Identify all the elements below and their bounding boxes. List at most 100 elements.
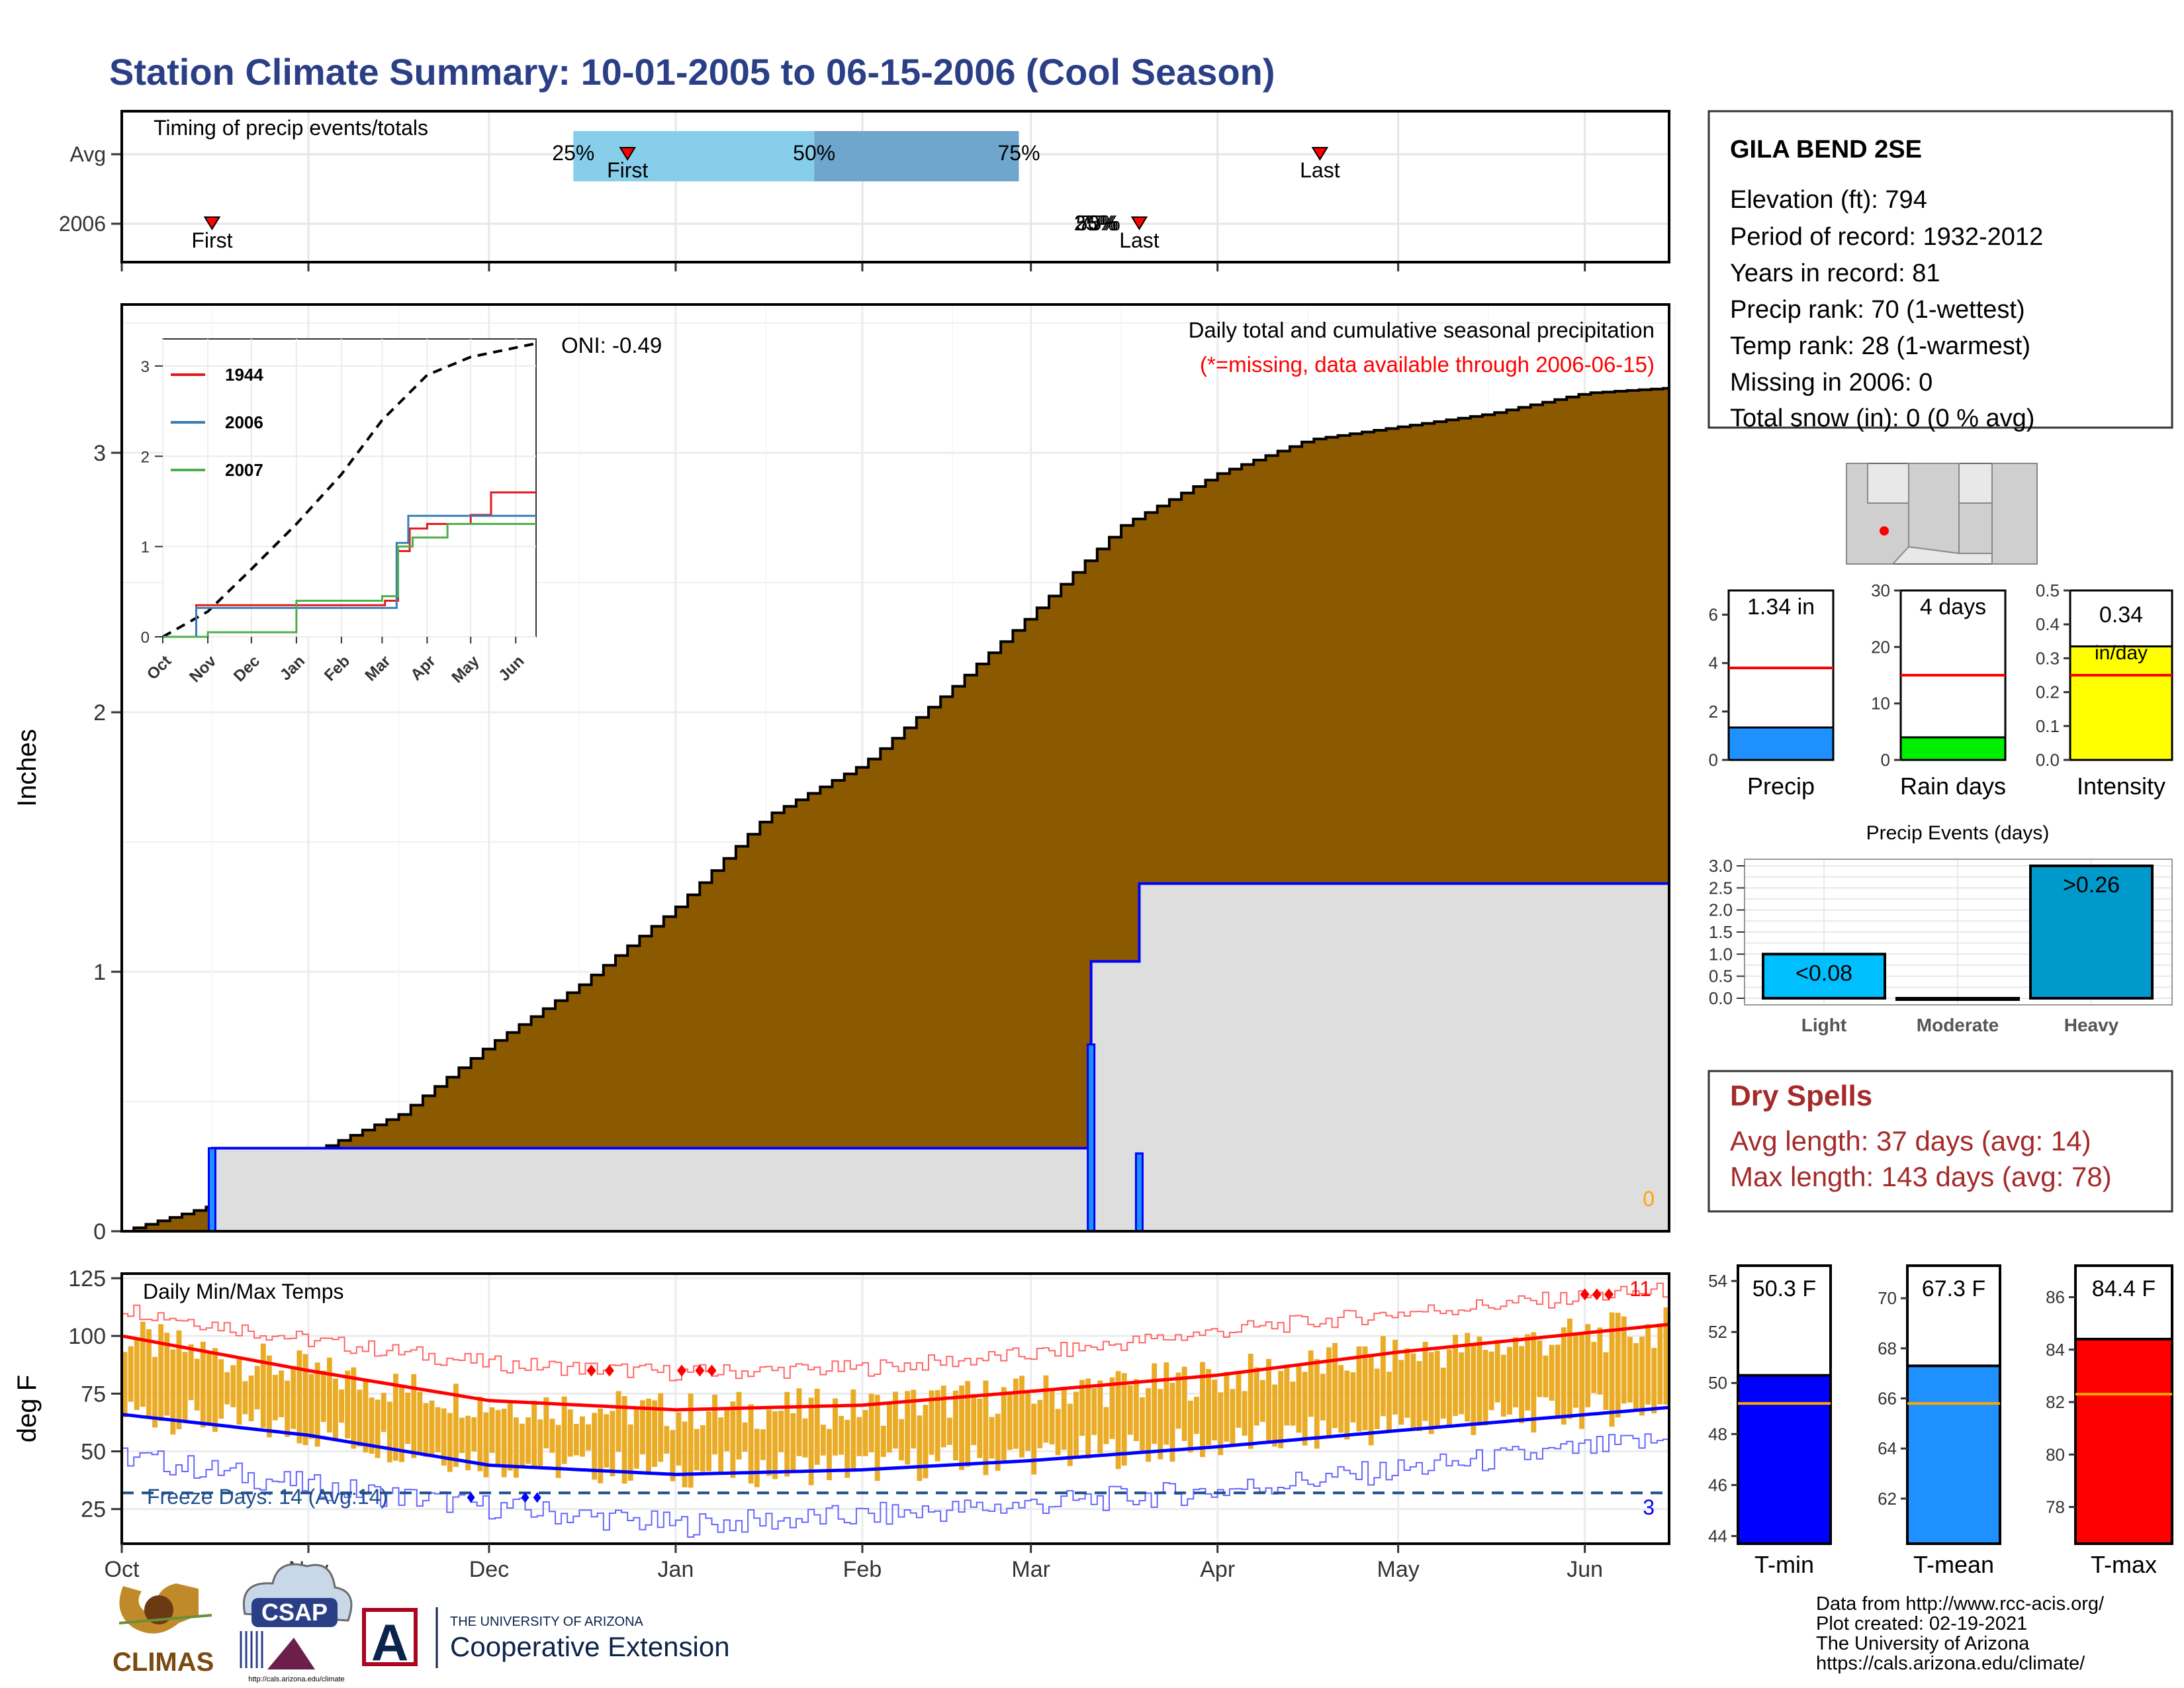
temp-x-tick-label: Jan [658,1557,694,1582]
tbar-y-tick-label: 66 [1878,1389,1897,1409]
temp-range-bar [351,1367,357,1449]
temp-range-bar [905,1391,911,1465]
temp-range-bar [760,1429,766,1460]
temp-range-bar [291,1366,296,1429]
temp-range-bar [1326,1347,1332,1438]
temp-range-bar [134,1338,140,1411]
temp-range-bar [1175,1372,1181,1429]
temp-range-bar [543,1397,549,1449]
events-x-tick-label: Moderate [1917,1015,1999,1035]
temp-range-bar [1555,1344,1561,1419]
temp-range-bar [893,1391,898,1449]
temp-x-tick-label: May [1377,1557,1420,1582]
temp-range-bar [886,1402,892,1453]
temp-range-bar [285,1380,291,1437]
temp-y-tick-label: 100 [68,1324,106,1349]
temp-range-bar [965,1381,971,1467]
temp-range-bar [1561,1327,1567,1425]
temp-range-bar [1416,1361,1422,1432]
dry-spells-title: Dry Spells [1730,1080,1872,1112]
temp-range-bar [1531,1332,1537,1432]
mini-y-tick-label: 0.1 [2036,716,2060,736]
temp-range-bar [513,1417,519,1478]
tbar-value-bar [1906,1364,2001,1545]
temp-range-bar [1398,1360,1404,1425]
temp-range-bar [128,1346,134,1402]
temp-range-bar [923,1405,929,1479]
temp-range-bar [784,1391,790,1477]
temp-range-bar [501,1409,507,1477]
dry-spells-avg: Avg length: 37 days (avg: 14) [1730,1125,2091,1156]
tbar-y-tick-label: 44 [1708,1526,1727,1546]
temp-range-bar [658,1393,664,1462]
tbar-y-tick-label: 80 [2046,1444,2065,1464]
temp-range-bar [670,1430,676,1481]
temp-range-bar [188,1344,194,1401]
mini-y-tick-label: 2 [1709,702,1718,722]
temp-range-bar [652,1400,658,1467]
temp-range-bar [537,1419,543,1466]
temp-range-bar [1193,1396,1199,1434]
inset-y-tick-label: 3 [141,358,150,376]
svg-text:THE UNIVERSITY OF ARIZONA: THE UNIVERSITY OF ARIZONA [450,1615,644,1629]
temp-range-bar [1440,1367,1446,1419]
tbar-y-tick-label: 84 [2046,1340,2065,1360]
temp-range-bar [363,1381,369,1453]
inset-y-tick-label: 2 [141,448,150,466]
temp-range-bar [1181,1366,1187,1441]
temp-range-bar [989,1417,995,1459]
tbar-value-bar [1737,1374,1832,1545]
timing-2006-last-label: Last [1119,228,1160,252]
temp-range-bar [833,1398,838,1456]
events-y-tick-label: 1.5 [1709,922,1733,942]
temp-range-bar [459,1417,465,1454]
intensity-mini-chart: 0.34 in/day 0.0 0.1 0.2 0.3 0.4 0.5 Intensity [2036,581,2173,800]
temp-range-bar [1387,1372,1392,1432]
temp-range-bar [899,1419,905,1461]
temp-range-bar [1621,1316,1627,1404]
temp-range-bar [1597,1327,1603,1395]
dry-spells-box: Dry Spells Avg length: 37 days (avg: 14)… [1707,1070,2173,1213]
temp-range-bar [929,1390,934,1455]
temp-range-bar [279,1370,285,1417]
temp-range-bar [333,1378,338,1439]
temp-range-bar [911,1389,917,1449]
mini-y-tick-label: 4 [1709,653,1718,673]
temp-range-bar [1434,1350,1440,1427]
temp-x-tick-label: Mar [1011,1557,1050,1582]
temp-range-bar [742,1422,748,1452]
temp-range-bar [423,1403,429,1457]
temp-range-bar [1332,1342,1338,1429]
temp-range-bar [826,1429,832,1481]
temp-range-bar [621,1396,627,1484]
temp-range-bar [242,1381,248,1415]
temp-range-bar [1465,1333,1471,1422]
svg-text:CSAP: CSAP [261,1599,328,1626]
temp-range-bar [802,1418,808,1458]
temp-range-bar [1380,1336,1386,1417]
temperature-panel: Daily Min/Max Temps Freeze Days: 14 (Avg… [13,1266,1670,1582]
temp-range-bar [1603,1352,1609,1410]
mini-y-tick-label: 0.0 [2036,750,2060,770]
tbar-y-tick-label: 48 [1708,1424,1727,1444]
mini-y-tick-label: 0 [1709,750,1718,770]
record-high-marker [586,1364,596,1377]
record-max-temp-line [122,1282,1670,1382]
temp-range-bar [995,1413,1001,1471]
timing-2006-75-label: 75% [1078,211,1120,235]
temp-range-bar [495,1410,501,1465]
temp-range-bar [1302,1372,1308,1446]
temp-range-bar [176,1330,182,1430]
tbar-value-label: 50.3 F [1752,1276,1816,1301]
temp-y-tick-label: 75 [81,1382,106,1407]
temp-range-bar [790,1413,796,1471]
cold-days-count: 3 [1643,1495,1655,1519]
temp-range-bar [320,1370,326,1423]
temp-range-bar [1350,1372,1356,1423]
temp-range-bar [772,1411,778,1479]
timing-panel: Timing of precip events/totals 25% 50% 7… [59,110,1670,271]
temp-range-bar [206,1351,212,1423]
temp-range-bar [1007,1394,1013,1450]
temp-range-bar [1115,1371,1121,1470]
temp-range-bar [730,1401,736,1478]
